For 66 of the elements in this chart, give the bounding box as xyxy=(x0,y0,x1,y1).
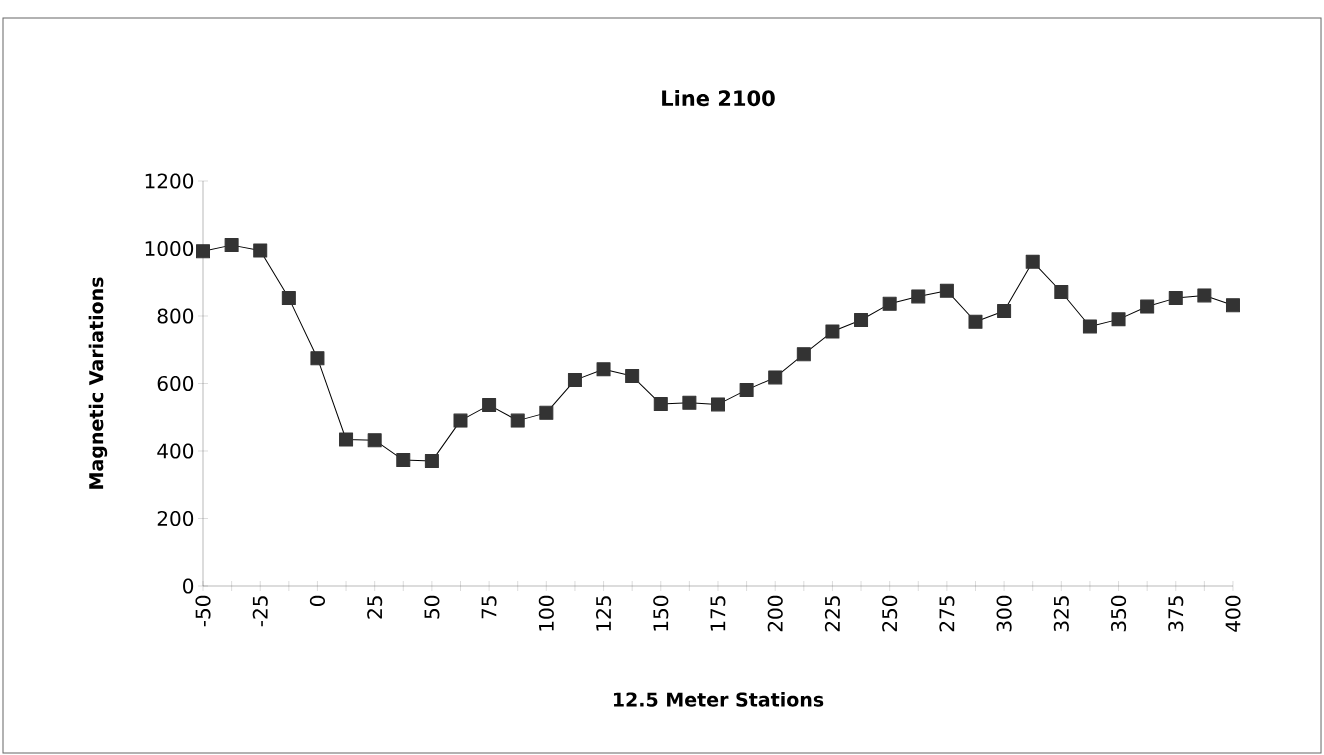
point xyxy=(768,370,783,385)
chart-title: Line 2100 xyxy=(662,89,775,107)
point xyxy=(1225,298,1240,313)
x-tick-label: 375 xyxy=(1168,596,1184,632)
point xyxy=(196,244,210,259)
point xyxy=(1140,299,1155,314)
point xyxy=(1168,291,1183,306)
x-tick-label: 100 xyxy=(538,595,554,631)
y-tick-label: 800 xyxy=(157,308,194,324)
x-axis-title: 12.5 Meter Stations xyxy=(613,692,824,707)
point xyxy=(911,289,926,304)
point xyxy=(510,413,525,428)
point xyxy=(968,314,983,329)
x-tick-label: 75 xyxy=(481,596,497,619)
point xyxy=(1082,319,1097,334)
point xyxy=(453,413,468,428)
x-tick-label: -25 xyxy=(252,596,268,627)
point xyxy=(1111,312,1126,327)
point xyxy=(825,324,840,339)
point xyxy=(482,398,497,413)
point xyxy=(1054,285,1069,300)
x-tick-label: 125 xyxy=(595,596,612,631)
x-tick-label: 300 xyxy=(996,595,1012,632)
x-tick-label: 200 xyxy=(767,595,783,632)
x-tick-label: -50 xyxy=(195,595,211,627)
x-tick-label: 25 xyxy=(367,596,383,619)
x-tick-label: 350 xyxy=(1110,595,1127,632)
point xyxy=(367,433,382,448)
point xyxy=(1197,288,1212,303)
y-tick-label: 400 xyxy=(157,443,194,459)
point xyxy=(682,395,697,410)
point xyxy=(567,373,582,388)
point xyxy=(281,291,296,306)
y-tick-label: 1000 xyxy=(145,240,194,257)
point xyxy=(739,382,754,397)
point xyxy=(997,303,1012,318)
point xyxy=(310,351,325,366)
point xyxy=(854,313,869,328)
point xyxy=(796,347,811,362)
y-tick-label: 600 xyxy=(157,375,194,392)
point xyxy=(1025,254,1040,269)
x-tick-label: 325 xyxy=(1053,596,1069,632)
x-tick-label: 250 xyxy=(882,595,898,632)
x-tick-label: 0 xyxy=(309,595,326,606)
point xyxy=(939,283,954,298)
point xyxy=(625,369,640,384)
x-tick-label: 275 xyxy=(939,596,955,632)
y-tick-label: 200 xyxy=(157,510,194,527)
x-tick-label: 50 xyxy=(424,595,440,619)
point xyxy=(424,454,439,469)
x-tick-label: 175 xyxy=(710,596,726,631)
y-tick-label: 1200 xyxy=(145,173,194,189)
point xyxy=(596,362,611,377)
point xyxy=(539,405,554,420)
point xyxy=(396,453,411,468)
y-axis-title: Magnetic Variations xyxy=(88,277,108,489)
y-tick-label: 0 xyxy=(183,578,194,594)
x-tick-label: 225 xyxy=(824,596,840,632)
x-tick-label: 400 xyxy=(1225,595,1241,632)
point xyxy=(710,397,725,412)
point xyxy=(339,432,354,447)
x-tick-label: 150 xyxy=(653,595,669,631)
point xyxy=(882,296,897,311)
point xyxy=(253,243,268,258)
point xyxy=(653,397,668,412)
point xyxy=(224,238,239,253)
